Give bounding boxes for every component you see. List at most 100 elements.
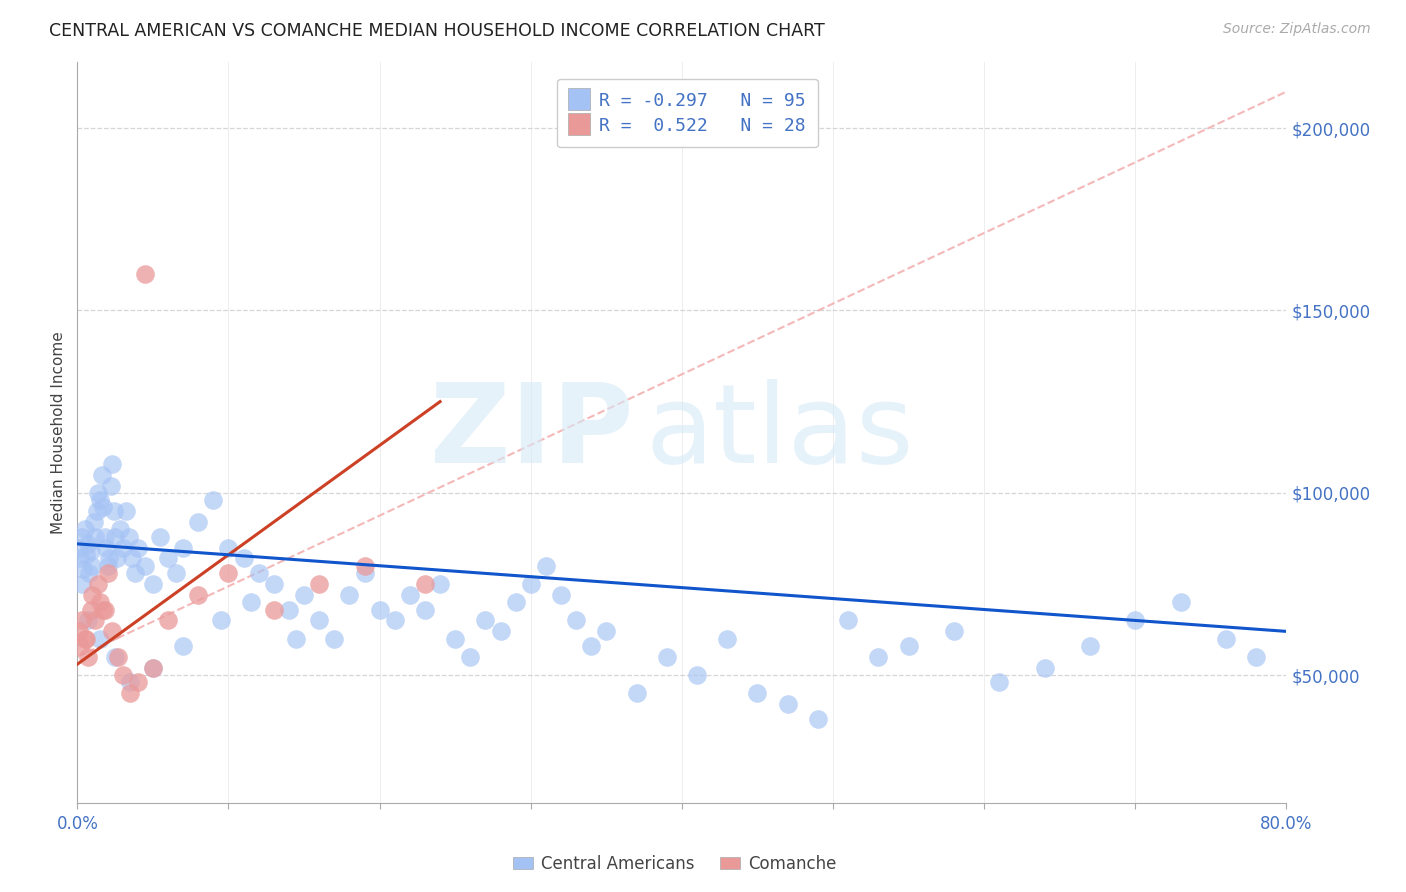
Point — [565, 614, 588, 628]
Point — [988, 675, 1011, 690]
Point — [399, 588, 422, 602]
Point — [75, 632, 97, 646]
Point — [655, 649, 678, 664]
Point — [121, 551, 143, 566]
Point — [474, 614, 496, 628]
Point — [142, 661, 165, 675]
Point — [89, 493, 111, 508]
Point — [103, 504, 125, 518]
Point — [218, 566, 240, 580]
Point — [134, 267, 156, 281]
Point — [101, 624, 124, 639]
Point — [353, 566, 375, 580]
Point — [595, 624, 617, 639]
Point — [247, 566, 270, 580]
Point — [101, 457, 124, 471]
Point — [218, 541, 240, 555]
Point — [127, 675, 149, 690]
Point — [82, 588, 104, 602]
Point — [520, 577, 543, 591]
Point — [1123, 614, 1146, 628]
Point — [868, 649, 890, 664]
Point — [120, 675, 142, 690]
Point — [413, 577, 436, 591]
Point — [581, 639, 603, 653]
Point — [89, 632, 111, 646]
Point — [308, 577, 330, 591]
Point — [149, 530, 172, 544]
Point — [73, 632, 96, 646]
Point — [96, 558, 118, 573]
Point — [82, 558, 104, 573]
Point — [73, 522, 96, 536]
Point — [96, 566, 118, 580]
Text: Source: ZipAtlas.com: Source: ZipAtlas.com — [1223, 22, 1371, 37]
Point — [107, 649, 129, 664]
Point — [1170, 595, 1192, 609]
Point — [67, 541, 90, 555]
Point — [87, 577, 110, 591]
Point — [626, 686, 648, 700]
Point — [93, 602, 115, 616]
Point — [87, 485, 110, 500]
Point — [232, 551, 254, 566]
Point — [942, 624, 965, 639]
Point — [292, 588, 315, 602]
Point — [134, 558, 156, 573]
Point — [69, 639, 91, 653]
Point — [747, 686, 769, 700]
Point — [202, 493, 225, 508]
Point — [84, 614, 107, 628]
Point — [100, 478, 122, 492]
Point — [172, 541, 194, 555]
Point — [111, 541, 134, 555]
Point — [776, 698, 799, 712]
Point — [111, 668, 134, 682]
Point — [413, 602, 436, 616]
Point — [368, 602, 391, 616]
Point — [80, 602, 103, 616]
Point — [897, 639, 920, 653]
Point — [124, 566, 146, 580]
Point — [90, 467, 112, 482]
Point — [77, 614, 100, 628]
Point — [157, 551, 180, 566]
Text: atlas: atlas — [645, 379, 914, 486]
Point — [157, 614, 180, 628]
Point — [104, 649, 127, 664]
Point — [142, 661, 165, 675]
Point — [70, 530, 93, 544]
Point — [686, 668, 709, 682]
Point — [105, 551, 128, 566]
Point — [70, 577, 93, 591]
Point — [1215, 632, 1237, 646]
Point — [75, 548, 97, 562]
Point — [114, 504, 136, 518]
Point — [263, 577, 285, 591]
Point — [70, 614, 93, 628]
Point — [285, 632, 308, 646]
Point — [337, 588, 360, 602]
Point — [458, 649, 481, 664]
Text: CENTRAL AMERICAN VS COMANCHE MEDIAN HOUSEHOLD INCOME CORRELATION CHART: CENTRAL AMERICAN VS COMANCHE MEDIAN HOUS… — [49, 22, 825, 40]
Y-axis label: Median Household Income: Median Household Income — [51, 331, 66, 534]
Point — [165, 566, 187, 580]
Point — [94, 541, 117, 555]
Point — [89, 595, 111, 609]
Point — [444, 632, 467, 646]
Point — [77, 537, 100, 551]
Point — [93, 530, 115, 544]
Point — [91, 500, 114, 515]
Point — [209, 614, 232, 628]
Point — [308, 614, 330, 628]
Point — [118, 530, 141, 544]
Point — [837, 614, 859, 628]
Point — [187, 515, 209, 529]
Point — [91, 602, 114, 616]
Point — [550, 588, 572, 602]
Point — [1078, 639, 1101, 653]
Point — [69, 551, 91, 566]
Point — [1033, 661, 1056, 675]
Point — [807, 712, 830, 726]
Point — [77, 649, 100, 664]
